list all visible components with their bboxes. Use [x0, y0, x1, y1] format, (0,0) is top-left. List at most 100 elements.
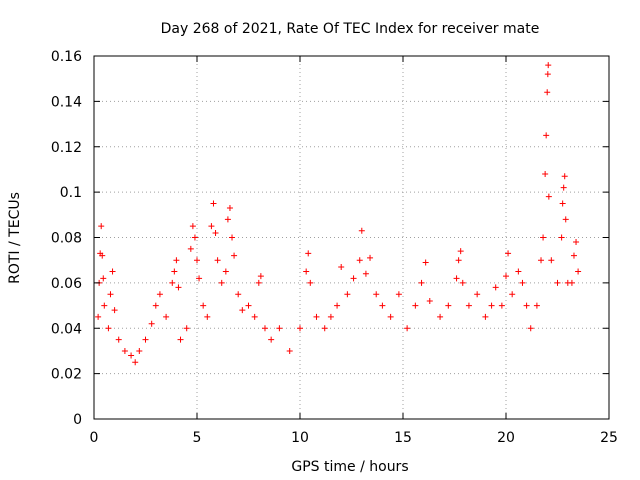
data-point — [575, 268, 582, 275]
data-point — [136, 347, 143, 354]
data-point — [338, 263, 345, 270]
y-tick-label: 0.16 — [51, 49, 82, 65]
data-point — [542, 170, 549, 177]
data-point — [313, 313, 320, 320]
x-tick-label: 25 — [600, 430, 618, 446]
axis-ticks: 0 5 10 15 20 25 0 0.02 0.04 0.06 0.08 0.1 0.12 0.14 0.… — [51, 49, 618, 446]
data-point — [100, 275, 107, 282]
data-point — [437, 313, 444, 320]
data-point — [226, 205, 233, 212]
data-point — [200, 302, 207, 309]
data-point — [218, 279, 225, 286]
data-point — [204, 313, 211, 320]
data-point — [187, 245, 194, 252]
data-point — [545, 62, 552, 69]
chart-title: Day 268 of 2021, Rate Of TEC Index for r… — [161, 21, 540, 37]
data-point — [457, 248, 464, 255]
data-point — [163, 313, 170, 320]
data-point — [545, 193, 552, 200]
data-point — [387, 313, 394, 320]
data-point — [445, 302, 452, 309]
grid — [94, 56, 609, 419]
data-point — [128, 352, 135, 359]
data-point — [356, 257, 363, 264]
data-point — [453, 275, 460, 282]
y-tick-label: 0.04 — [51, 321, 82, 337]
data-point — [156, 291, 163, 298]
y-tick-label: 0.02 — [51, 367, 82, 383]
data-point — [519, 279, 526, 286]
data-point — [276, 325, 283, 332]
data-point — [573, 239, 580, 246]
data-point — [373, 291, 380, 298]
data-point — [523, 302, 530, 309]
data-point — [222, 268, 229, 275]
data-point — [183, 325, 190, 332]
data-point — [568, 279, 575, 286]
data-point — [173, 257, 180, 264]
data-point — [214, 257, 221, 264]
data-point — [255, 279, 262, 286]
data-point — [297, 325, 303, 332]
data-point — [404, 325, 411, 332]
data-point — [224, 216, 231, 223]
data-point — [412, 302, 419, 309]
data-point — [111, 307, 118, 314]
data-point — [99, 252, 106, 259]
x-tick-label: 0 — [90, 430, 99, 446]
data-point — [307, 279, 314, 286]
data-point — [558, 234, 565, 241]
data-point — [177, 336, 184, 343]
data-point — [251, 313, 258, 320]
data-point — [540, 234, 547, 241]
data-point — [426, 298, 433, 305]
data-point — [554, 279, 561, 286]
data-point — [561, 173, 568, 180]
data-point — [148, 320, 155, 327]
data-point — [235, 291, 242, 298]
data-point — [229, 234, 236, 241]
data-point — [171, 268, 178, 275]
data-point — [109, 268, 116, 275]
data-point — [544, 89, 551, 96]
x-axis-label: GPS time / hours — [291, 459, 408, 475]
data-point — [210, 200, 217, 207]
data-point — [548, 257, 555, 264]
data-point — [268, 336, 275, 343]
data-point — [533, 302, 540, 309]
data-point — [286, 347, 293, 354]
x-tick-label: 10 — [291, 430, 309, 446]
y-axis-label: ROTI / TECUs — [7, 192, 23, 284]
data-point — [105, 325, 112, 332]
x-tick-label: 5 — [193, 430, 202, 446]
data-point — [121, 347, 128, 354]
data-point — [358, 227, 365, 234]
data-point — [422, 259, 429, 266]
data-point — [492, 284, 499, 291]
data-point — [334, 302, 341, 309]
data-point — [212, 229, 219, 236]
data-point — [560, 184, 567, 191]
y-tick-label: 0.08 — [51, 231, 82, 247]
data-point — [559, 200, 566, 207]
data-point — [98, 223, 105, 230]
data-point — [196, 275, 203, 282]
data-point — [379, 302, 386, 309]
data-point — [498, 302, 505, 309]
y-tick-label: 0 — [73, 412, 82, 428]
data-point — [191, 234, 198, 241]
data-point — [169, 279, 176, 286]
data-points — [95, 62, 582, 366]
data-point — [509, 291, 516, 298]
data-point — [245, 302, 252, 309]
data-point — [231, 252, 238, 259]
data-point — [465, 302, 472, 309]
data-point — [455, 257, 462, 264]
data-point — [344, 291, 351, 298]
y-tick-label: 0.12 — [51, 140, 82, 156]
data-point — [194, 257, 200, 264]
x-tick-label: 15 — [394, 430, 412, 446]
